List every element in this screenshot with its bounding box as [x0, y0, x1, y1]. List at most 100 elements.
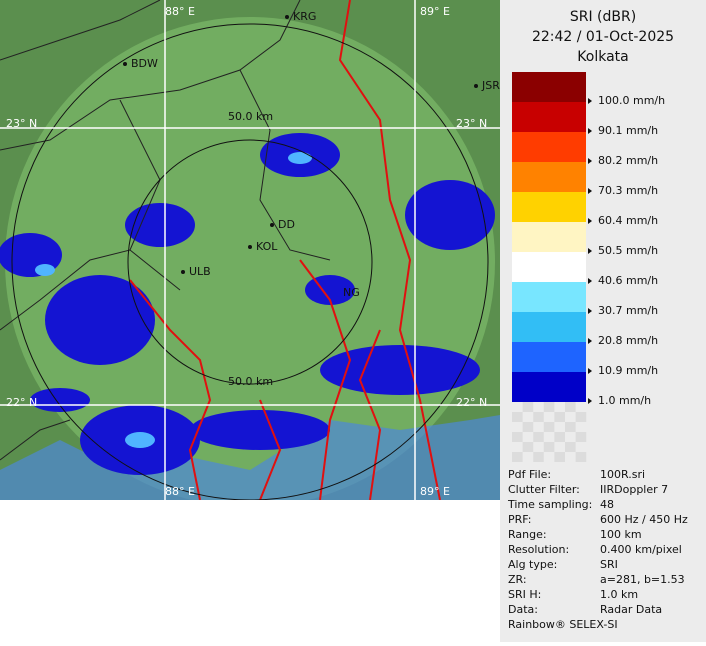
- legend-swatch: [512, 72, 586, 102]
- range-rings: [11, 23, 489, 500]
- checker: [512, 432, 523, 442]
- checker: [512, 412, 523, 422]
- places: KRG BDW JSR DD KOL ULB NG 50.0 km 50.0 k…: [123, 10, 500, 388]
- info-value: a=281, b=1.53: [600, 573, 685, 586]
- graticule: [0, 0, 500, 500]
- legend-label: 90.1 mm/h: [598, 124, 658, 137]
- grid-label: 22° N: [6, 396, 37, 409]
- checker: [554, 412, 565, 422]
- legend-label: 10.9 mm/h: [598, 364, 658, 377]
- legend-label: 20.8 mm/h: [598, 334, 658, 347]
- info-value: 0.400 km/pixel: [600, 543, 682, 556]
- info-key: Resolution:: [508, 543, 569, 556]
- place-label: JSR: [481, 79, 500, 92]
- info-value: 100 km: [600, 528, 642, 541]
- range-label: 50.0 km: [228, 110, 273, 123]
- checker: [565, 402, 576, 412]
- legend-arrow: [588, 338, 592, 344]
- info-value: SRI: [600, 558, 618, 571]
- legend-swatch: [512, 132, 586, 162]
- info-footer: Rainbow® SELEX-SI: [508, 618, 618, 631]
- grid-label: 89° E: [420, 485, 450, 498]
- info-key: SRI H:: [508, 588, 541, 601]
- checker: [512, 452, 523, 462]
- legend-swatch: [512, 102, 586, 132]
- checker: [565, 422, 576, 432]
- legend-label: 80.2 mm/h: [598, 154, 658, 167]
- info-key: Time sampling:: [507, 498, 592, 511]
- legend-swatch: [512, 282, 586, 312]
- legend-arrow: [588, 248, 592, 254]
- checker: [565, 442, 576, 452]
- checker: [575, 432, 587, 442]
- info-value: 48: [600, 498, 614, 511]
- info-key: Pdf File:: [508, 468, 551, 481]
- place-label: NG: [343, 286, 360, 299]
- legend-swatch: [512, 162, 586, 192]
- grid-label: 23° N: [456, 117, 487, 130]
- legend-swatch: [512, 252, 586, 282]
- place-label: KOL: [256, 240, 278, 253]
- info-value: 1.0 km: [600, 588, 638, 601]
- legend-label: 30.7 mm/h: [598, 304, 658, 317]
- checker: [554, 432, 565, 442]
- info-value: Radar Data: [600, 603, 662, 616]
- checker: [575, 412, 587, 422]
- checker: [533, 432, 544, 442]
- checker: [543, 402, 555, 412]
- legend-label: 50.5 mm/h: [598, 244, 658, 257]
- legend-label: 100.0 mm/h: [598, 94, 665, 107]
- legend-label: 60.4 mm/h: [598, 214, 658, 227]
- checker: [522, 442, 534, 452]
- rain-cores: [35, 152, 312, 448]
- place-label: KRG: [293, 10, 316, 23]
- legend-swatch: [512, 192, 586, 222]
- legend-label: 70.3 mm/h: [598, 184, 658, 197]
- grid-label: 88° E: [165, 5, 195, 18]
- legend-arrow: [588, 98, 592, 104]
- grid-label: 23° N: [6, 117, 37, 130]
- legend-time: 22:42 / 01-Oct-2025: [532, 29, 674, 45]
- legend-station: Kolkata: [577, 49, 628, 65]
- info-key: Range:: [508, 528, 547, 541]
- legend-title: SRI (dBR): [570, 9, 636, 25]
- legend-arrow: [588, 278, 592, 284]
- grid-label: 88° E: [165, 485, 195, 498]
- radar-map: 88° E 89° E 23° N 23° N 22° N 22° N 88° …: [0, 0, 500, 500]
- legend-swatch: [512, 312, 586, 342]
- info-key: ZR:: [508, 573, 527, 586]
- grid-label: 22° N: [456, 396, 487, 409]
- legend-arrow: [588, 308, 592, 314]
- place-label: BDW: [131, 57, 158, 70]
- legend-arrow: [588, 188, 592, 194]
- info-key: Clutter Filter:: [508, 483, 580, 496]
- district-borders: [0, 0, 331, 461]
- checker: [533, 412, 544, 422]
- info-key: Alg type:: [508, 558, 557, 571]
- info-key: PRF:: [508, 513, 531, 526]
- legend-label: 40.6 mm/h: [598, 274, 658, 287]
- checker: [533, 452, 544, 462]
- legend-swatch: [512, 222, 586, 252]
- legend-arrow: [588, 158, 592, 164]
- checker: [522, 402, 534, 412]
- checker: [522, 422, 534, 432]
- info-value: IIRDoppler 7: [600, 483, 668, 496]
- place-label: DD: [278, 218, 295, 231]
- legend-arrow: [588, 218, 592, 224]
- info-key: Data:: [508, 603, 538, 616]
- legend-swatch: [512, 342, 586, 372]
- legend-label: 1.0 mm/h: [598, 394, 651, 407]
- sea: [0, 415, 500, 500]
- legend-arrow: [588, 128, 592, 134]
- info-value: 100R.sri: [600, 468, 645, 481]
- legend-panel: SRI (dBR) 22:42 / 01-Oct-2025 Kolkata 10…: [507, 9, 688, 631]
- side-panel: SRI (dBR) 22:42 / 01-Oct-2025 Kolkata 10…: [500, 0, 706, 642]
- legend-arrow: [588, 368, 592, 374]
- legend-arrow: [588, 398, 592, 404]
- grid-label: 89° E: [420, 5, 450, 18]
- legend-swatch: [512, 372, 586, 402]
- place-label: ULB: [189, 265, 211, 278]
- checker: [543, 422, 555, 432]
